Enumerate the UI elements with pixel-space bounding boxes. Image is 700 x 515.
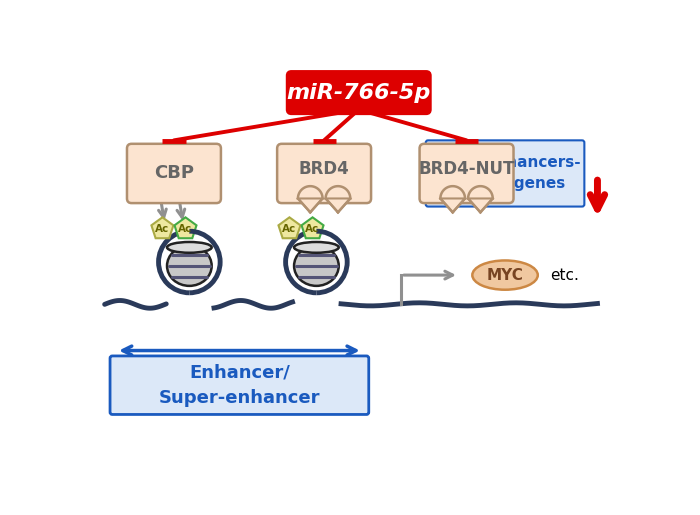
Ellipse shape	[294, 242, 339, 253]
Text: Ac: Ac	[282, 224, 297, 234]
Text: Ac: Ac	[155, 224, 169, 234]
FancyBboxPatch shape	[426, 141, 584, 207]
Polygon shape	[302, 217, 323, 238]
Text: BRD4: BRD4	[299, 160, 349, 178]
Text: Super-enhancers-
marked genes: Super-enhancers- marked genes	[428, 156, 582, 192]
Ellipse shape	[167, 242, 211, 253]
Polygon shape	[151, 217, 174, 238]
Polygon shape	[174, 217, 197, 238]
FancyBboxPatch shape	[277, 144, 371, 203]
Ellipse shape	[294, 246, 339, 286]
Text: BRD4-NUT: BRD4-NUT	[419, 160, 514, 178]
FancyBboxPatch shape	[127, 144, 221, 203]
Text: Ac: Ac	[305, 224, 320, 234]
Text: etc.: etc.	[550, 268, 579, 283]
FancyBboxPatch shape	[288, 72, 430, 113]
Text: Enhancer/
Super-enhancer: Enhancer/ Super-enhancer	[159, 364, 320, 407]
Polygon shape	[440, 198, 465, 212]
Polygon shape	[326, 198, 350, 212]
FancyBboxPatch shape	[419, 144, 514, 203]
Text: miR-766-5p: miR-766-5p	[286, 82, 431, 102]
Polygon shape	[298, 198, 323, 212]
Polygon shape	[279, 217, 300, 238]
FancyBboxPatch shape	[110, 356, 369, 415]
Text: CBP: CBP	[154, 164, 194, 182]
Polygon shape	[468, 198, 493, 212]
Ellipse shape	[167, 246, 211, 286]
Text: Ac: Ac	[178, 224, 192, 234]
Text: MYC: MYC	[486, 268, 524, 283]
Ellipse shape	[473, 261, 538, 290]
